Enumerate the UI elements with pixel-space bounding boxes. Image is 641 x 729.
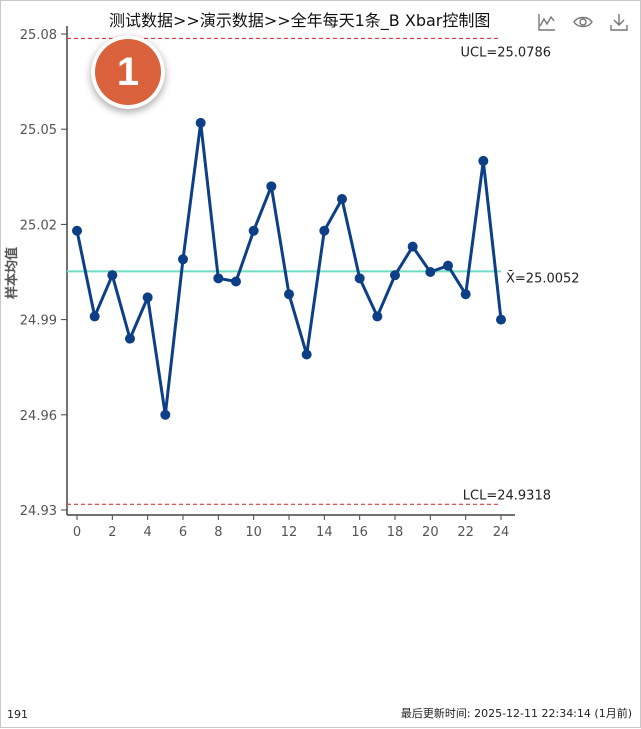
chart-title: 测试数据>>演示数据>>全年每天1条_B Xbar控制图 bbox=[109, 11, 491, 30]
lcl-label: LCL=24.9318 bbox=[463, 488, 551, 503]
y-tick-label: 24.99 bbox=[20, 314, 57, 329]
data-point[interactable] bbox=[496, 314, 506, 325]
data-point[interactable] bbox=[195, 117, 206, 128]
data-point[interactable] bbox=[478, 155, 489, 166]
x-tick-label: 6 bbox=[179, 525, 187, 540]
data-point[interactable] bbox=[213, 273, 224, 284]
download-icon[interactable] bbox=[608, 11, 630, 33]
x-tick-label: 18 bbox=[387, 525, 404, 540]
data-point[interactable] bbox=[231, 276, 241, 287]
data-point[interactable] bbox=[372, 311, 383, 322]
series-line bbox=[75, 121, 503, 417]
x-tick-label: 14 bbox=[316, 525, 333, 540]
record-count: 191 bbox=[7, 708, 28, 721]
data-point[interactable] bbox=[284, 289, 294, 300]
data-point[interactable] bbox=[72, 225, 82, 236]
data-point[interactable] bbox=[460, 289, 471, 300]
data-point[interactable] bbox=[301, 349, 312, 360]
chart-toolbar bbox=[536, 11, 630, 33]
y-axis-label: 样本均值 bbox=[4, 247, 20, 299]
data-point[interactable] bbox=[248, 225, 259, 236]
x-tick-label: 2 bbox=[108, 525, 116, 540]
x-tick-label: 22 bbox=[457, 525, 474, 540]
data-point[interactable] bbox=[319, 225, 330, 236]
x-tick-label: 16 bbox=[351, 525, 368, 540]
x-tick-label: 24 bbox=[493, 525, 510, 540]
data-point[interactable] bbox=[178, 254, 188, 265]
x-tick-label: 8 bbox=[214, 525, 222, 540]
data-point[interactable] bbox=[107, 270, 118, 281]
data-point[interactable] bbox=[425, 267, 436, 277]
data-point[interactable] bbox=[125, 333, 135, 344]
data-point[interactable] bbox=[407, 241, 418, 252]
eye-icon[interactable] bbox=[572, 11, 594, 33]
data-point[interactable] bbox=[160, 409, 171, 420]
y-tick-label: 25.02 bbox=[20, 218, 57, 233]
ucl-label: UCL=25.0786 bbox=[461, 45, 552, 60]
data-point[interactable] bbox=[89, 311, 100, 322]
x-tick-label: 10 bbox=[245, 525, 262, 540]
step-badge: 1 bbox=[91, 35, 165, 109]
y-tick-label: 25.05 bbox=[20, 123, 57, 138]
line-chart-icon[interactable] bbox=[536, 11, 558, 33]
data-point[interactable] bbox=[443, 260, 453, 271]
y-tick-label: 24.93 bbox=[20, 504, 57, 519]
y-tick-label: 25.08 bbox=[20, 28, 57, 43]
x-tick-label: 20 bbox=[422, 525, 439, 540]
data-point[interactable] bbox=[266, 181, 277, 192]
x-tick-label: 4 bbox=[144, 525, 152, 540]
y-tick-label: 24.96 bbox=[20, 409, 57, 424]
data-point[interactable] bbox=[142, 292, 153, 303]
x-tick-label: 12 bbox=[281, 525, 298, 540]
data-point[interactable] bbox=[337, 194, 347, 205]
center-label: X̄=25.0052 bbox=[506, 271, 580, 286]
data-point[interactable] bbox=[354, 273, 365, 284]
last-updated: 最后更新时间: 2025-12-11 22:34:14 (1月前) bbox=[400, 707, 632, 720]
x-tick-label: 0 bbox=[73, 525, 81, 540]
data-point[interactable] bbox=[390, 270, 400, 281]
